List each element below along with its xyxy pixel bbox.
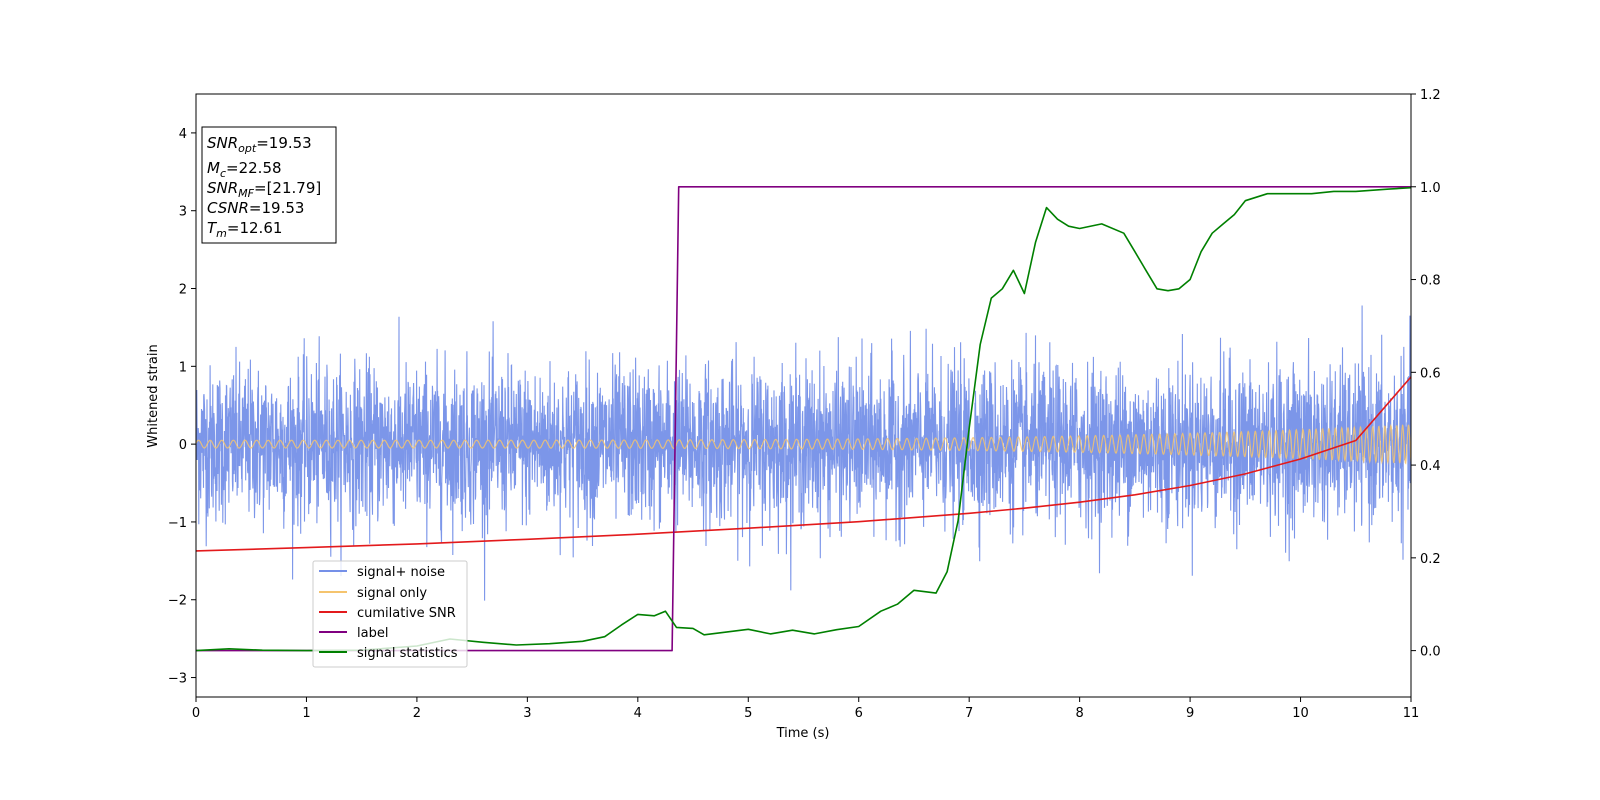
y2-tick-label: 0.2 (1420, 552, 1441, 567)
y-tick-label: 3 (179, 205, 187, 220)
info-box-frame (201, 126, 337, 244)
series-cumilative-snr (196, 376, 1411, 552)
y2-tick-label: 1.0 (1420, 181, 1441, 196)
x-tick-label: 0 (192, 706, 200, 721)
x-tick-label: 5 (744, 706, 752, 721)
x-tick-label: 7 (965, 706, 973, 721)
y2-tick-label: 0.6 (1420, 366, 1441, 381)
y-axis-right: 0.0 0.2 0.4 0.6 0.8 1.0 1.2 (1411, 88, 1441, 660)
x-axis: 0 1 2 3 4 5 6 7 8 9 10 11 (192, 697, 1419, 721)
x-tick-label: 11 (1403, 706, 1420, 721)
y2-tick-label: 0.8 (1420, 274, 1441, 289)
x-tick-label: 1 (302, 706, 310, 721)
y2-tick-label: 0.0 (1420, 645, 1441, 660)
y-tick-label: 2 (179, 283, 187, 298)
legend-label-label: label (357, 626, 388, 641)
legend: signal+ noise signal only cumilative SNR… (312, 560, 468, 668)
y-tick-label: 1 (179, 360, 187, 375)
y-tick-label: 4 (179, 127, 187, 142)
legend-label-signal-only: signal only (357, 586, 427, 601)
legend-label-cumulative-snr: cumilative SNR (357, 606, 456, 621)
legend-frame (312, 560, 468, 668)
y2-tick-label: 1.2 (1420, 88, 1441, 103)
info-csnr: CSNR=19.53 (207, 199, 304, 217)
legend-label-signal-statistics: signal statistics (357, 646, 458, 661)
series-signal-only (196, 423, 1411, 465)
x-tick-label: 8 (1075, 706, 1083, 721)
info-tm: Tm=12.61 (207, 219, 282, 240)
y-axis-left: −3 −2 −1 0 1 2 3 4 (168, 127, 196, 687)
x-tick-label: 6 (855, 706, 863, 721)
info-snr-opt: SNRopt=19.53 (207, 134, 312, 155)
info-snr-mf: SNRMF=[21.79] (207, 179, 321, 200)
x-tick-label: 10 (1292, 706, 1309, 721)
y2-tick-label: 0.4 (1420, 459, 1441, 474)
x-tick-label: 4 (634, 706, 642, 721)
y-tick-label: −3 (168, 672, 187, 687)
y-axis-label: Whitened strain (146, 344, 161, 447)
x-tick-label: 3 (523, 706, 531, 721)
legend-label-signal-noise: signal+ noise (357, 565, 445, 580)
plot-frame (195, 93, 1412, 698)
y-tick-label: 0 (179, 438, 187, 453)
info-mc: Mc=22.58 (207, 159, 282, 180)
y-tick-label: −1 (168, 516, 187, 531)
info-box: SNRopt=19.53 Mc=22.58 SNRMF=[21.79] CSNR… (201, 126, 337, 244)
y-tick-label: −2 (168, 594, 187, 609)
x-tick-label: 9 (1186, 706, 1194, 721)
series-signal-statistics (196, 186, 1411, 652)
x-axis-label: Time (s) (776, 726, 830, 741)
x-tick-label: 2 (413, 706, 421, 721)
